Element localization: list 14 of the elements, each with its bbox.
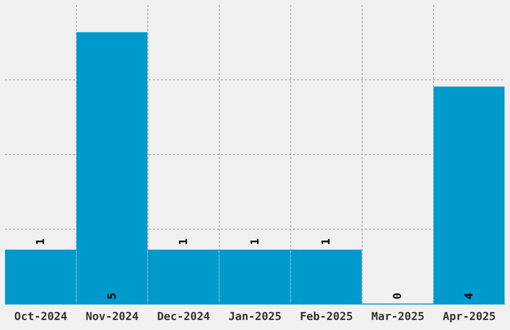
data-label: 1 xyxy=(248,238,262,245)
x-tick-label: Dec-2024 xyxy=(157,310,210,323)
data-label: 1 xyxy=(320,238,333,245)
data-label: 1 xyxy=(176,238,190,245)
data-label: 0 xyxy=(391,292,404,300)
x-tick-label: Apr-2025 xyxy=(442,310,496,323)
x-tick-label: Feb-2025 xyxy=(300,310,353,323)
data-label: 4 xyxy=(462,292,476,300)
x-tick-label: Oct-2024 xyxy=(14,310,68,323)
x-tick-label: Nov-2024 xyxy=(86,310,140,323)
x-tick-label: Mar-2025 xyxy=(371,310,424,323)
x-tick-label: Jan-2025 xyxy=(228,310,282,323)
data-label: 1 xyxy=(34,238,47,245)
data-label: 5 xyxy=(105,292,118,300)
